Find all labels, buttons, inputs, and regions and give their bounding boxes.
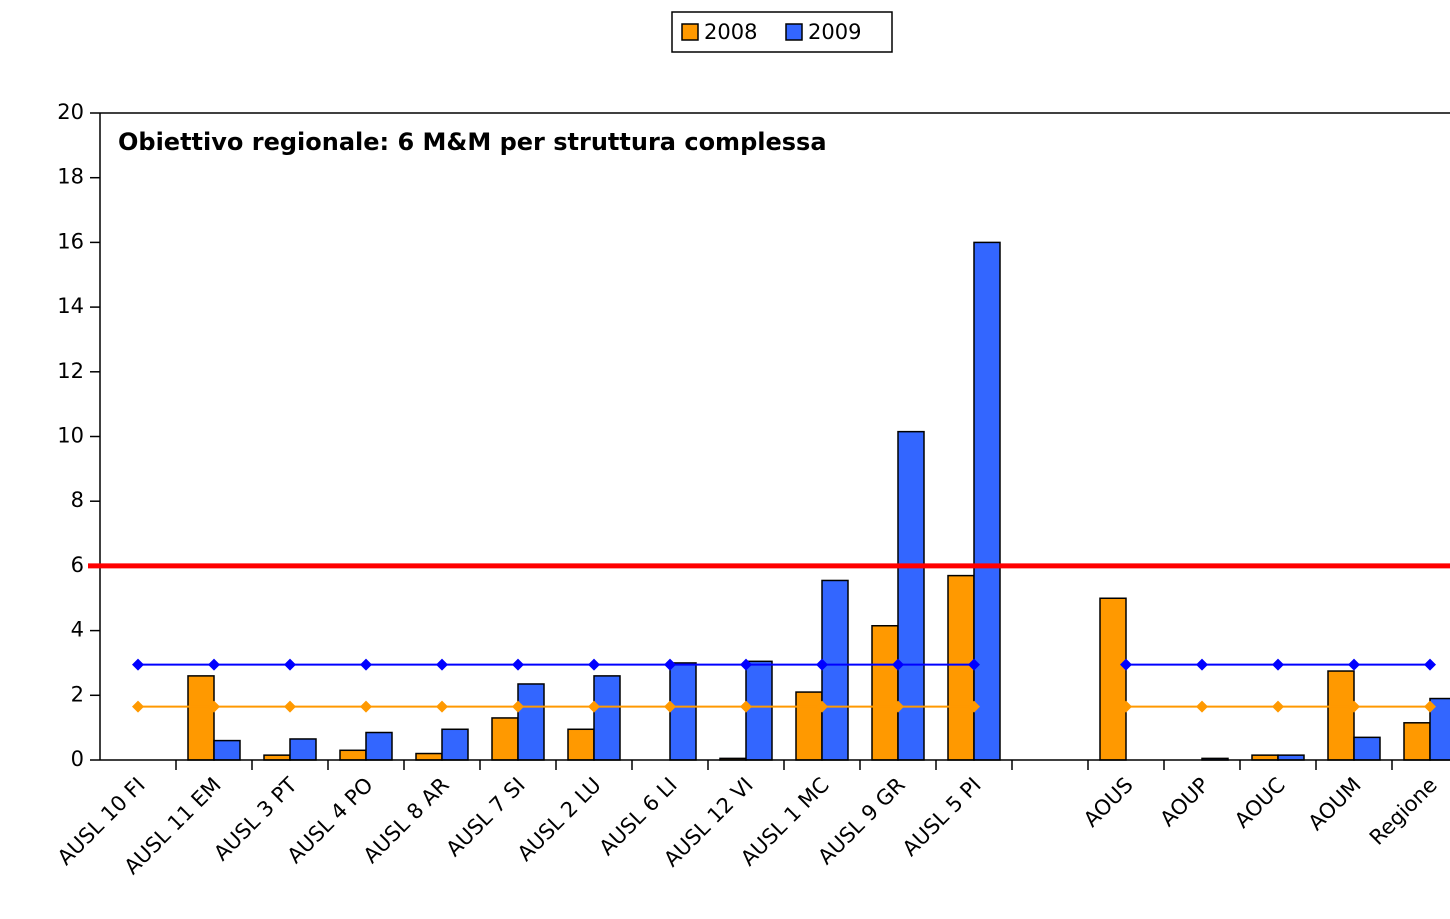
legend: 2008 2009 xyxy=(671,11,893,53)
reference-marker xyxy=(1196,658,1208,671)
bar xyxy=(897,430,925,761)
x-tick-label: AOUC xyxy=(1230,773,1290,833)
x-tick-label: AOUP xyxy=(1155,773,1213,831)
reference-marker xyxy=(1272,700,1284,713)
reference-marker xyxy=(588,700,600,713)
bar xyxy=(441,728,469,761)
reference-marker xyxy=(740,700,752,713)
reference-marker xyxy=(360,658,372,671)
bar xyxy=(365,731,393,761)
reference-marker xyxy=(132,700,144,713)
bar xyxy=(1099,597,1127,761)
reference-marker xyxy=(1120,658,1132,671)
y-tick-label: 12 xyxy=(57,359,84,383)
bar xyxy=(1353,736,1381,761)
bar xyxy=(871,624,899,761)
reference-marker xyxy=(816,658,828,671)
bar xyxy=(593,675,621,761)
reference-marker xyxy=(1424,700,1436,713)
reference-marker xyxy=(132,658,144,671)
bar xyxy=(669,662,697,761)
reference-marker xyxy=(588,658,600,671)
y-tick-label: 2 xyxy=(71,682,84,706)
legend-label: 2009 xyxy=(808,20,861,44)
bar xyxy=(973,241,1001,761)
bar xyxy=(795,691,823,761)
x-tick-label: AUSL 5 PI xyxy=(898,773,986,861)
reference-marker xyxy=(436,658,448,671)
bar xyxy=(213,739,241,761)
reference-marker xyxy=(284,658,296,671)
y-tick-label: 14 xyxy=(57,294,84,318)
legend-label: 2008 xyxy=(704,20,757,44)
legend-swatch xyxy=(681,23,699,41)
bar xyxy=(187,675,215,761)
reference-marker xyxy=(968,658,980,671)
x-tick-label: AOUM xyxy=(1304,773,1366,835)
reference-marker xyxy=(892,658,904,671)
target-annotation: Obiettivo regionale: 6 M&M per struttura… xyxy=(118,128,827,156)
reference-marker xyxy=(1348,658,1360,671)
y-tick-label: 18 xyxy=(57,165,84,189)
y-tick-label: 4 xyxy=(71,618,84,642)
reference-marker xyxy=(512,658,524,671)
bar xyxy=(491,717,519,761)
bar xyxy=(821,579,849,761)
bar xyxy=(289,738,317,761)
reference-marker xyxy=(360,700,372,713)
bar xyxy=(745,660,773,761)
reference-marker xyxy=(1272,658,1284,671)
reference-marker xyxy=(892,700,904,713)
reference-marker xyxy=(1120,700,1132,713)
bar xyxy=(567,728,595,761)
reference-marker xyxy=(740,658,752,671)
reference-marker xyxy=(1196,700,1208,713)
bar xyxy=(415,752,443,761)
x-tick-label: AOUS xyxy=(1079,773,1138,832)
reference-marker xyxy=(816,700,828,713)
reference-marker xyxy=(664,700,676,713)
reference-marker xyxy=(664,658,676,671)
legend-swatch xyxy=(785,23,803,41)
bar xyxy=(339,749,367,761)
y-tick-label: 8 xyxy=(71,488,84,512)
bar xyxy=(1327,670,1355,761)
bar xyxy=(1403,722,1431,761)
reference-marker xyxy=(1348,700,1360,713)
reference-marker xyxy=(208,658,220,671)
y-tick-label: 16 xyxy=(57,229,84,253)
legend-box xyxy=(671,11,893,53)
x-tick-label: Regione xyxy=(1365,773,1442,850)
y-tick-label: 10 xyxy=(57,424,84,448)
reference-marker xyxy=(512,700,524,713)
y-tick-label: 6 xyxy=(71,553,84,577)
y-tick-label: 20 xyxy=(57,100,84,124)
y-tick-label: 0 xyxy=(71,747,84,771)
reference-marker xyxy=(1424,658,1436,671)
reference-marker xyxy=(968,700,980,713)
bar xyxy=(947,574,975,761)
reference-marker xyxy=(208,700,220,713)
reference-marker xyxy=(436,700,448,713)
bar xyxy=(517,683,545,761)
reference-marker xyxy=(284,700,296,713)
